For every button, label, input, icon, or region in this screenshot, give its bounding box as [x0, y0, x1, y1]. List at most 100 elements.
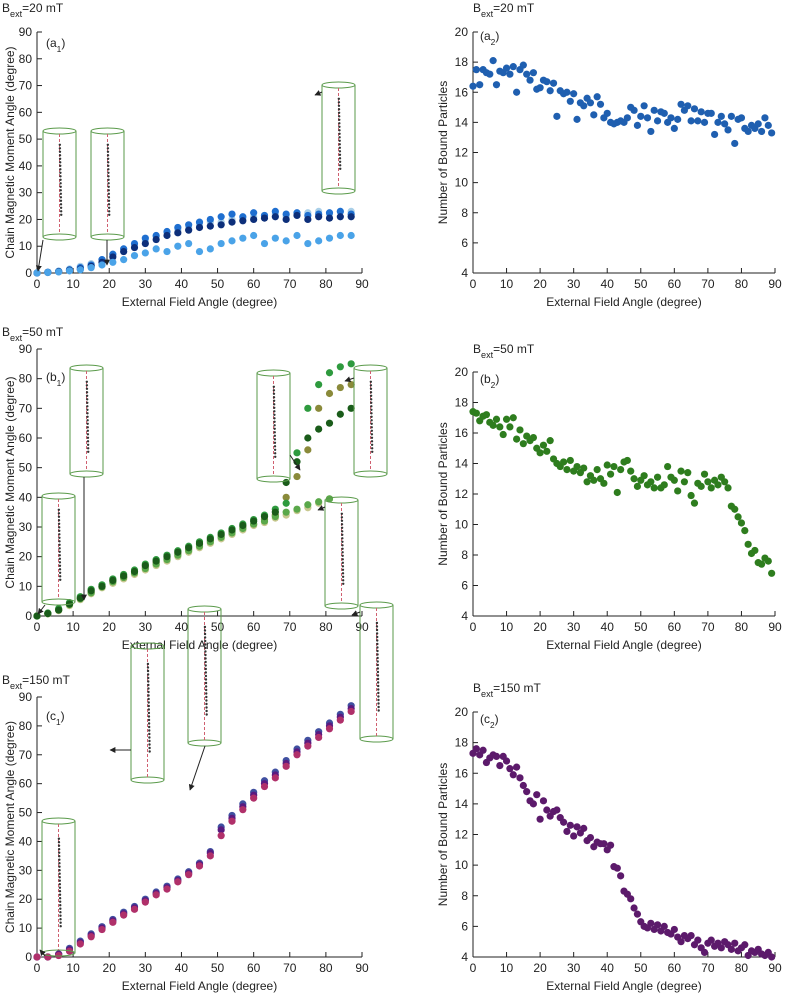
particle — [338, 132, 341, 135]
data-point — [600, 840, 608, 848]
particle — [341, 537, 344, 540]
data-point — [482, 411, 491, 419]
x-tick-label: 50 — [634, 961, 648, 975]
particle — [147, 697, 150, 701]
data-point — [282, 210, 290, 218]
particle — [107, 182, 110, 185]
panel-label-rest: ) — [61, 370, 65, 384]
particle — [272, 392, 276, 395]
data-point — [325, 214, 334, 222]
y-tick-label: 30 — [19, 186, 33, 200]
panel-label-base: (a — [46, 36, 57, 50]
data-point — [336, 363, 344, 371]
data-point — [731, 505, 739, 513]
data-point — [623, 114, 631, 122]
y-tick-label: 10 — [455, 858, 469, 872]
data-point — [315, 425, 323, 433]
panel-title-sub: ext — [10, 9, 23, 19]
particle — [59, 171, 62, 174]
particle — [147, 680, 150, 683]
particle — [147, 701, 150, 704]
x-tick-label: 90 — [355, 620, 369, 634]
x-tick-label: 20 — [103, 620, 117, 634]
particle — [57, 512, 61, 515]
inset-cylinder — [321, 81, 356, 195]
data-point — [573, 823, 581, 831]
particle — [369, 394, 373, 397]
panel-label-base: (b — [46, 370, 57, 384]
particle — [85, 398, 89, 401]
data-point — [87, 264, 95, 272]
y-tick-label: 80 — [19, 719, 33, 733]
particle — [340, 526, 344, 529]
data-point — [217, 530, 225, 539]
y-tick-label: 18 — [455, 736, 469, 750]
data-point — [250, 517, 258, 525]
particle — [107, 192, 111, 195]
data-point — [217, 221, 225, 229]
particle — [86, 408, 89, 411]
particle — [339, 167, 342, 170]
data-point — [764, 121, 772, 129]
particle — [58, 557, 62, 560]
data-point — [677, 467, 685, 475]
particle — [370, 433, 374, 436]
particle — [87, 450, 90, 453]
x-tick-label: 80 — [735, 277, 749, 291]
data-point — [523, 788, 531, 796]
particle — [107, 199, 111, 202]
particle — [376, 656, 379, 660]
x-axis-label: External Field Angle (degree) — [546, 638, 701, 652]
data-point — [737, 114, 746, 122]
data-point — [721, 120, 729, 128]
data-point — [757, 127, 766, 136]
particle — [58, 890, 62, 893]
inset-cylinder — [130, 642, 165, 784]
y-tick-label: 50 — [19, 461, 33, 475]
data-point — [694, 936, 702, 944]
data-point — [606, 470, 615, 478]
data-point — [684, 102, 692, 110]
data-point — [633, 482, 642, 490]
x-tick-label: 10 — [500, 277, 514, 291]
panel-title: Bext=50 mT — [2, 325, 64, 343]
y-tick-label: 0 — [25, 266, 32, 280]
data-point — [120, 247, 128, 256]
particle — [376, 670, 380, 674]
data-point — [250, 209, 258, 217]
data-point — [336, 207, 344, 216]
y-tick-label: 16 — [455, 85, 469, 99]
particle — [370, 447, 374, 450]
data-point — [513, 435, 521, 443]
panel-title-base: B — [2, 673, 10, 687]
particle — [148, 739, 151, 743]
panel-title-sub: ext — [10, 333, 23, 343]
x-tick-label: 90 — [768, 620, 782, 634]
y-tick-label: 14 — [455, 457, 469, 471]
data-point — [347, 381, 355, 389]
y-tick-label: 12 — [455, 487, 469, 501]
particle — [57, 837, 61, 840]
particle — [204, 681, 208, 685]
particle — [204, 653, 207, 657]
cylinder-top — [321, 81, 356, 89]
data-point — [643, 114, 652, 122]
y-tick-label: 14 — [455, 797, 469, 811]
particle — [204, 688, 208, 692]
particle — [107, 168, 110, 171]
particle — [204, 643, 207, 646]
particle — [370, 412, 373, 415]
panel-label: (c2) — [480, 712, 499, 730]
y-axis-label: Number of Bound Particles — [436, 422, 450, 565]
data-point — [751, 546, 759, 555]
x-axis-label: External Field Angle (degree) — [122, 638, 277, 652]
cylinder-top — [41, 492, 76, 500]
particle — [341, 533, 344, 536]
data-point — [697, 482, 705, 490]
particle — [369, 398, 373, 401]
data-point — [260, 239, 269, 248]
inset-cylinder — [90, 127, 125, 241]
particle — [86, 405, 89, 408]
data-point — [76, 940, 84, 948]
particle — [370, 426, 373, 429]
